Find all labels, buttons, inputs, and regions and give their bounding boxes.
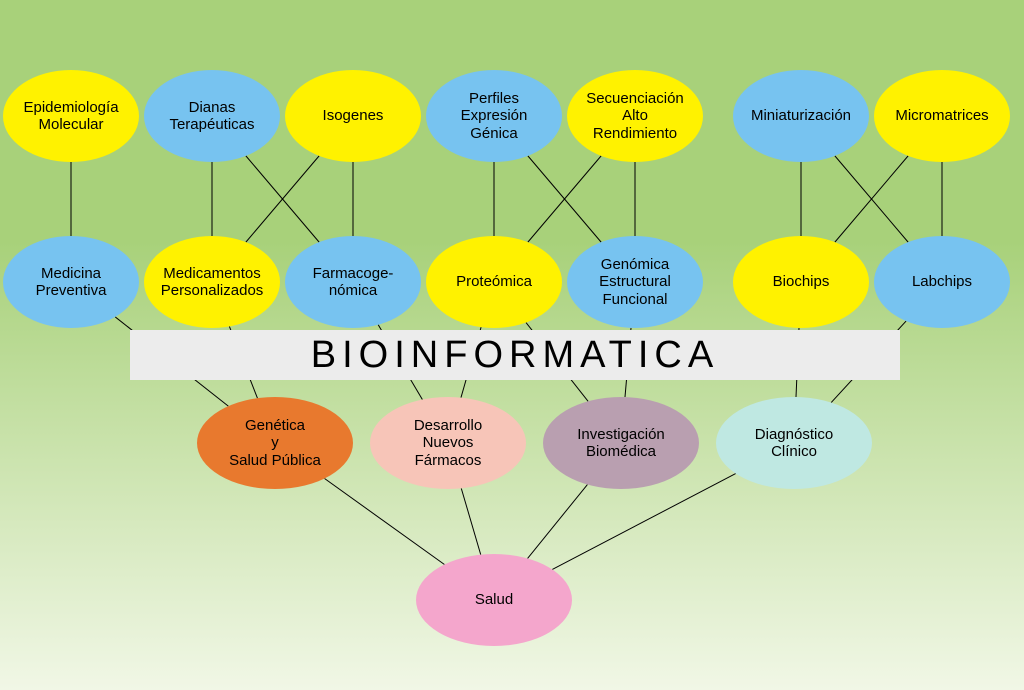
node-n5: Secuenciación Alto Rendimiento [567, 70, 703, 162]
edge [325, 479, 445, 565]
banner-bioinformatica: BIOINFORMATICA [130, 330, 900, 380]
node-n9: Medicamentos Personalizados [144, 236, 280, 328]
edge [461, 488, 480, 554]
node-label: Genómica Estructural Funcional [599, 256, 671, 308]
node-n7: Micromatrices [874, 70, 1010, 162]
node-label: Salud [475, 591, 513, 608]
node-label: Epidemiología Molecular [23, 99, 118, 134]
node-n11: Proteómica [426, 236, 562, 328]
node-label: Dianas Terapéuticas [169, 99, 254, 134]
node-label: Biochips [773, 273, 830, 290]
node-n18: Diagnóstico Clínico [716, 397, 872, 489]
node-n15: Genética y Salud Pública [197, 397, 353, 489]
node-n17: Investigación Biomédica [543, 397, 699, 489]
diagram-canvas: BIOINFORMATICA Epidemiología Molecular Di… [0, 0, 1024, 690]
node-n6: Miniaturización [733, 70, 869, 162]
node-n1: Epidemiología Molecular [3, 70, 139, 162]
node-label: Medicina Preventiva [36, 265, 107, 300]
node-n12: Genómica Estructural Funcional [567, 236, 703, 328]
node-label: Micromatrices [895, 107, 988, 124]
node-n4: Perfiles Expresión Génica [426, 70, 562, 162]
node-n3: Isogenes [285, 70, 421, 162]
node-n8: Medicina Preventiva [3, 236, 139, 328]
node-label: Secuenciación Alto Rendimiento [586, 90, 684, 142]
node-n2: Dianas Terapéuticas [144, 70, 280, 162]
node-n13: Biochips [733, 236, 869, 328]
node-label: Genética y Salud Pública [229, 417, 321, 469]
node-label: Investigación Biomédica [577, 426, 665, 461]
node-n10: Farmacoge- nómica [285, 236, 421, 328]
node-n14: Labchips [874, 236, 1010, 328]
node-n16: Desarrollo Nuevos Fármacos [370, 397, 526, 489]
node-label: Miniaturización [751, 107, 851, 124]
edge [528, 485, 588, 559]
node-label: Isogenes [323, 107, 384, 124]
node-label: Medicamentos Personalizados [161, 265, 264, 300]
banner-label: BIOINFORMATICA [311, 334, 719, 377]
node-label: Desarrollo Nuevos Fármacos [414, 417, 482, 469]
node-label: Perfiles Expresión Génica [461, 90, 528, 142]
node-label: Diagnóstico Clínico [755, 426, 833, 461]
node-n19: Salud [416, 554, 572, 646]
node-label: Proteómica [456, 273, 532, 290]
edge [552, 474, 735, 570]
node-label: Labchips [912, 273, 972, 290]
node-label: Farmacoge- nómica [313, 265, 394, 300]
